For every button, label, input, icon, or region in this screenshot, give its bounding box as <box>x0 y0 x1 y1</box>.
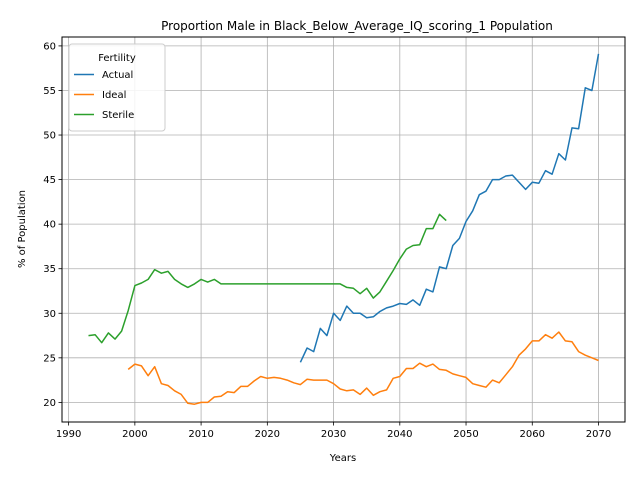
x-axis: 1990 2000 2010 2020 2030 2040 2050 2060 2070 <box>56 422 611 440</box>
y-tick-label: 45 <box>43 175 56 186</box>
legend-label-actual: Actual <box>102 70 133 81</box>
x-tick-label: 2000 <box>122 429 147 440</box>
x-tick-label: 2010 <box>188 429 213 440</box>
y-tick-label: 50 <box>43 131 56 142</box>
y-tick-label: 20 <box>43 398 56 409</box>
x-tick-label: 2030 <box>321 429 346 440</box>
legend-label-sterile: Sterile <box>102 110 134 121</box>
grid <box>62 37 625 422</box>
series-line-ideal <box>127 331 599 405</box>
y-tick-label: 30 <box>43 309 56 320</box>
chart-title: Proportion Male in Black_Below_Average_I… <box>161 19 553 33</box>
x-tick-label: 1990 <box>56 429 81 440</box>
x-tick-label: 2020 <box>255 429 280 440</box>
x-tick-label: 2060 <box>520 429 545 440</box>
series-lines <box>88 53 600 405</box>
y-tick-label: 35 <box>43 264 56 275</box>
series-line-sterile <box>88 213 447 344</box>
legend-title: Fertility <box>98 53 136 64</box>
y-tick-label: 25 <box>43 353 56 364</box>
y-tick-label: 55 <box>43 86 56 97</box>
x-tick-label: 2050 <box>453 429 478 440</box>
y-tick-label: 40 <box>43 220 56 231</box>
series-line-actual <box>299 53 600 363</box>
legend-box <box>68 43 166 132</box>
legend: Fertility Actual Ideal Sterile <box>68 43 166 132</box>
x-tick-label: 2040 <box>387 429 412 440</box>
x-axis-label: Years <box>329 453 356 464</box>
y-axis-label: % of Population <box>17 190 28 268</box>
x-tick-label: 2070 <box>586 429 611 440</box>
y-tick-label: 60 <box>43 41 56 52</box>
legend-label-ideal: Ideal <box>102 90 126 101</box>
plot-frame <box>61 36 626 423</box>
y-axis: 20 25 30 35 40 45 50 55 60 <box>43 41 62 409</box>
